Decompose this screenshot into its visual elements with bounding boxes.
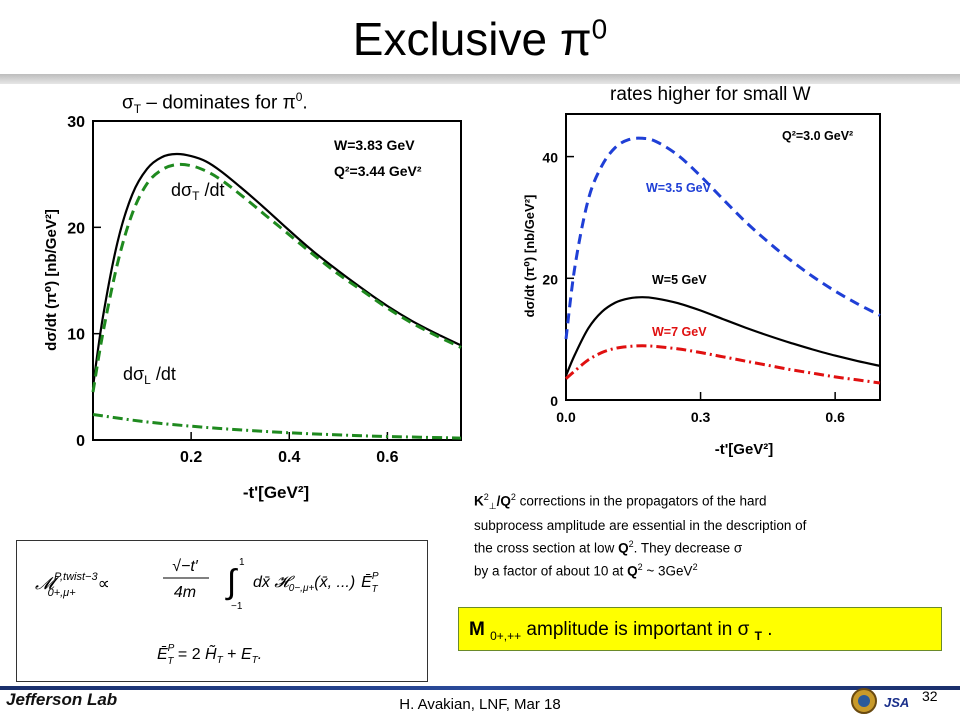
slide-title: Exclusive π0 [0,12,960,66]
highlight-box: M 0+,++ amplitude is important in σ T . [458,607,942,651]
institution-logos: JSA [851,688,909,714]
series-line-0 [564,136,881,340]
svg-text:4m: 4m [174,584,196,601]
caption-sub: T [133,102,142,117]
integral-sign: ∫ [225,563,238,601]
title-rule [0,74,960,84]
x-tick-label: 0.4 [278,449,300,466]
title-superscript: 0 [591,13,608,45]
highlight-text: amplitude is important in σ [521,619,755,640]
svg-text:−1: −1 [231,601,243,612]
y-tick-label: 10 [67,327,85,344]
annotation-dsigma-t: dσT /dt [171,180,224,203]
caption-end: . [302,92,308,114]
right-caption: rates higher for small W [610,84,811,105]
page-number: 32 [922,688,938,704]
series-line-1 [91,162,462,393]
series-group [91,152,462,440]
highlight-sub: 0+,++ [490,628,522,643]
highlight-sub2: T [754,628,762,643]
formula-line-2: ĒP T = 2 H̃T + ET. [157,643,262,667]
highlight-end: . [761,619,773,640]
series-label-w35: W=3.5 GeV [646,181,712,195]
x-axis-label: -t'[GeV²] [243,483,309,502]
caption-sigma: σ [122,92,134,114]
formula-box: 𝓜P,twist−3 0+,μ+ ∝ √−t′ 4m ∫ 1 −1 dx̄ 𝓗0−,… [16,540,428,682]
x-tick-label: 0.2 [180,449,202,466]
plot-frame [92,120,462,441]
y-tick-label: 0 [76,433,85,450]
y-tick-label: 40 [542,150,558,166]
plot-frame [565,113,881,401]
fraction: √−t′ 4m [163,558,209,601]
series-line-0 [91,152,462,387]
formula-svg: 𝓜P,twist−3 0+,μ+ ∝ √−t′ 4m ∫ 1 −1 dx̄ 𝓗0−,… [35,557,379,667]
series-label-w7: W=7 GeV [652,325,707,339]
caption-sup: 0 [295,90,303,104]
note-line-2: subprocess amplitude are essential in th… [474,518,807,534]
formula-line-1: 𝓜P,twist−3 0+,μ+ ∝ [35,571,110,599]
y-axis-label: dσ/dt (π⁰) [nb/GeV²] [522,195,537,318]
right-chart: 0.0 0.3 0.6 0 20 40 Q²=3.0 GeV² W=3.5 GeV W=5… [522,113,881,458]
x-axis-label: -t'[GeV²] [715,441,774,458]
footer-text: H. Avakian, LNF, Mar 18 [399,696,561,713]
jsa-logo-icon: JSA [884,695,909,710]
series-line-1 [564,296,881,377]
footer-rule [0,686,960,690]
series-label-w5: W=5 GeV [652,273,707,287]
title-text: Exclusive π [352,13,592,65]
legend-line-q2: Q²=3.44 GeV² [334,163,422,179]
legend-line-q2: Q²=3.0 GeV² [782,129,853,143]
tick-group: 0.0 0.3 0.6 0 20 40 [542,150,845,425]
note-text: K2⊥/Q2 corrections in the propagators of… [474,488,960,580]
x-tick-label: 0.3 [691,409,711,425]
annotation-dsigma-l: dσL /dt [123,364,176,387]
jefferson-lab-logo: Jefferson Lab [6,690,118,709]
note-line-1: K2⊥/Q2 corrections in the propagators of… [474,492,767,512]
x-tick-label: 0.0 [556,409,576,425]
left-caption: σT – dominates for π0. [122,90,308,116]
series-group [564,136,881,385]
note-line-3: the cross section at low Q2. They decrea… [474,539,743,556]
x-tick-label: 0.6 [825,409,845,425]
note-line-4: by a factor of about 10 at Q2 ~ 3GeV2 [474,561,698,579]
legend-line-w: W=3.83 GeV [334,137,415,153]
left-chart: 0.2 0.4 0.6 0 10 20 30 W=3.83 GeV Q²=3.44 GeV²… [43,114,462,502]
y-tick-label: 30 [67,114,85,131]
y-axis-label: dσ/dt (π⁰) [nb/GeV²] [43,209,60,351]
tick-group: 0.2 0.4 0.6 0 10 20 30 [67,114,398,466]
svg-text:dx̄ 𝓗0−,μ+(x̄, ...)ĒPT: dx̄ 𝓗0−,μ+(x̄, ...) ĒP T [253,571,379,595]
x-tick-label: 0.6 [376,449,398,466]
y-tick-label: 20 [67,220,85,237]
highlight-m: M [469,619,491,640]
series-line-2 [565,344,881,385]
caption-text: – dominates for π [141,92,296,114]
series-line-2 [92,413,462,440]
y-tick-label: 0 [550,393,558,409]
svg-text:1: 1 [239,557,245,568]
svg-text:√−t′: √−t′ [172,558,199,575]
y-tick-label: 20 [542,271,558,287]
